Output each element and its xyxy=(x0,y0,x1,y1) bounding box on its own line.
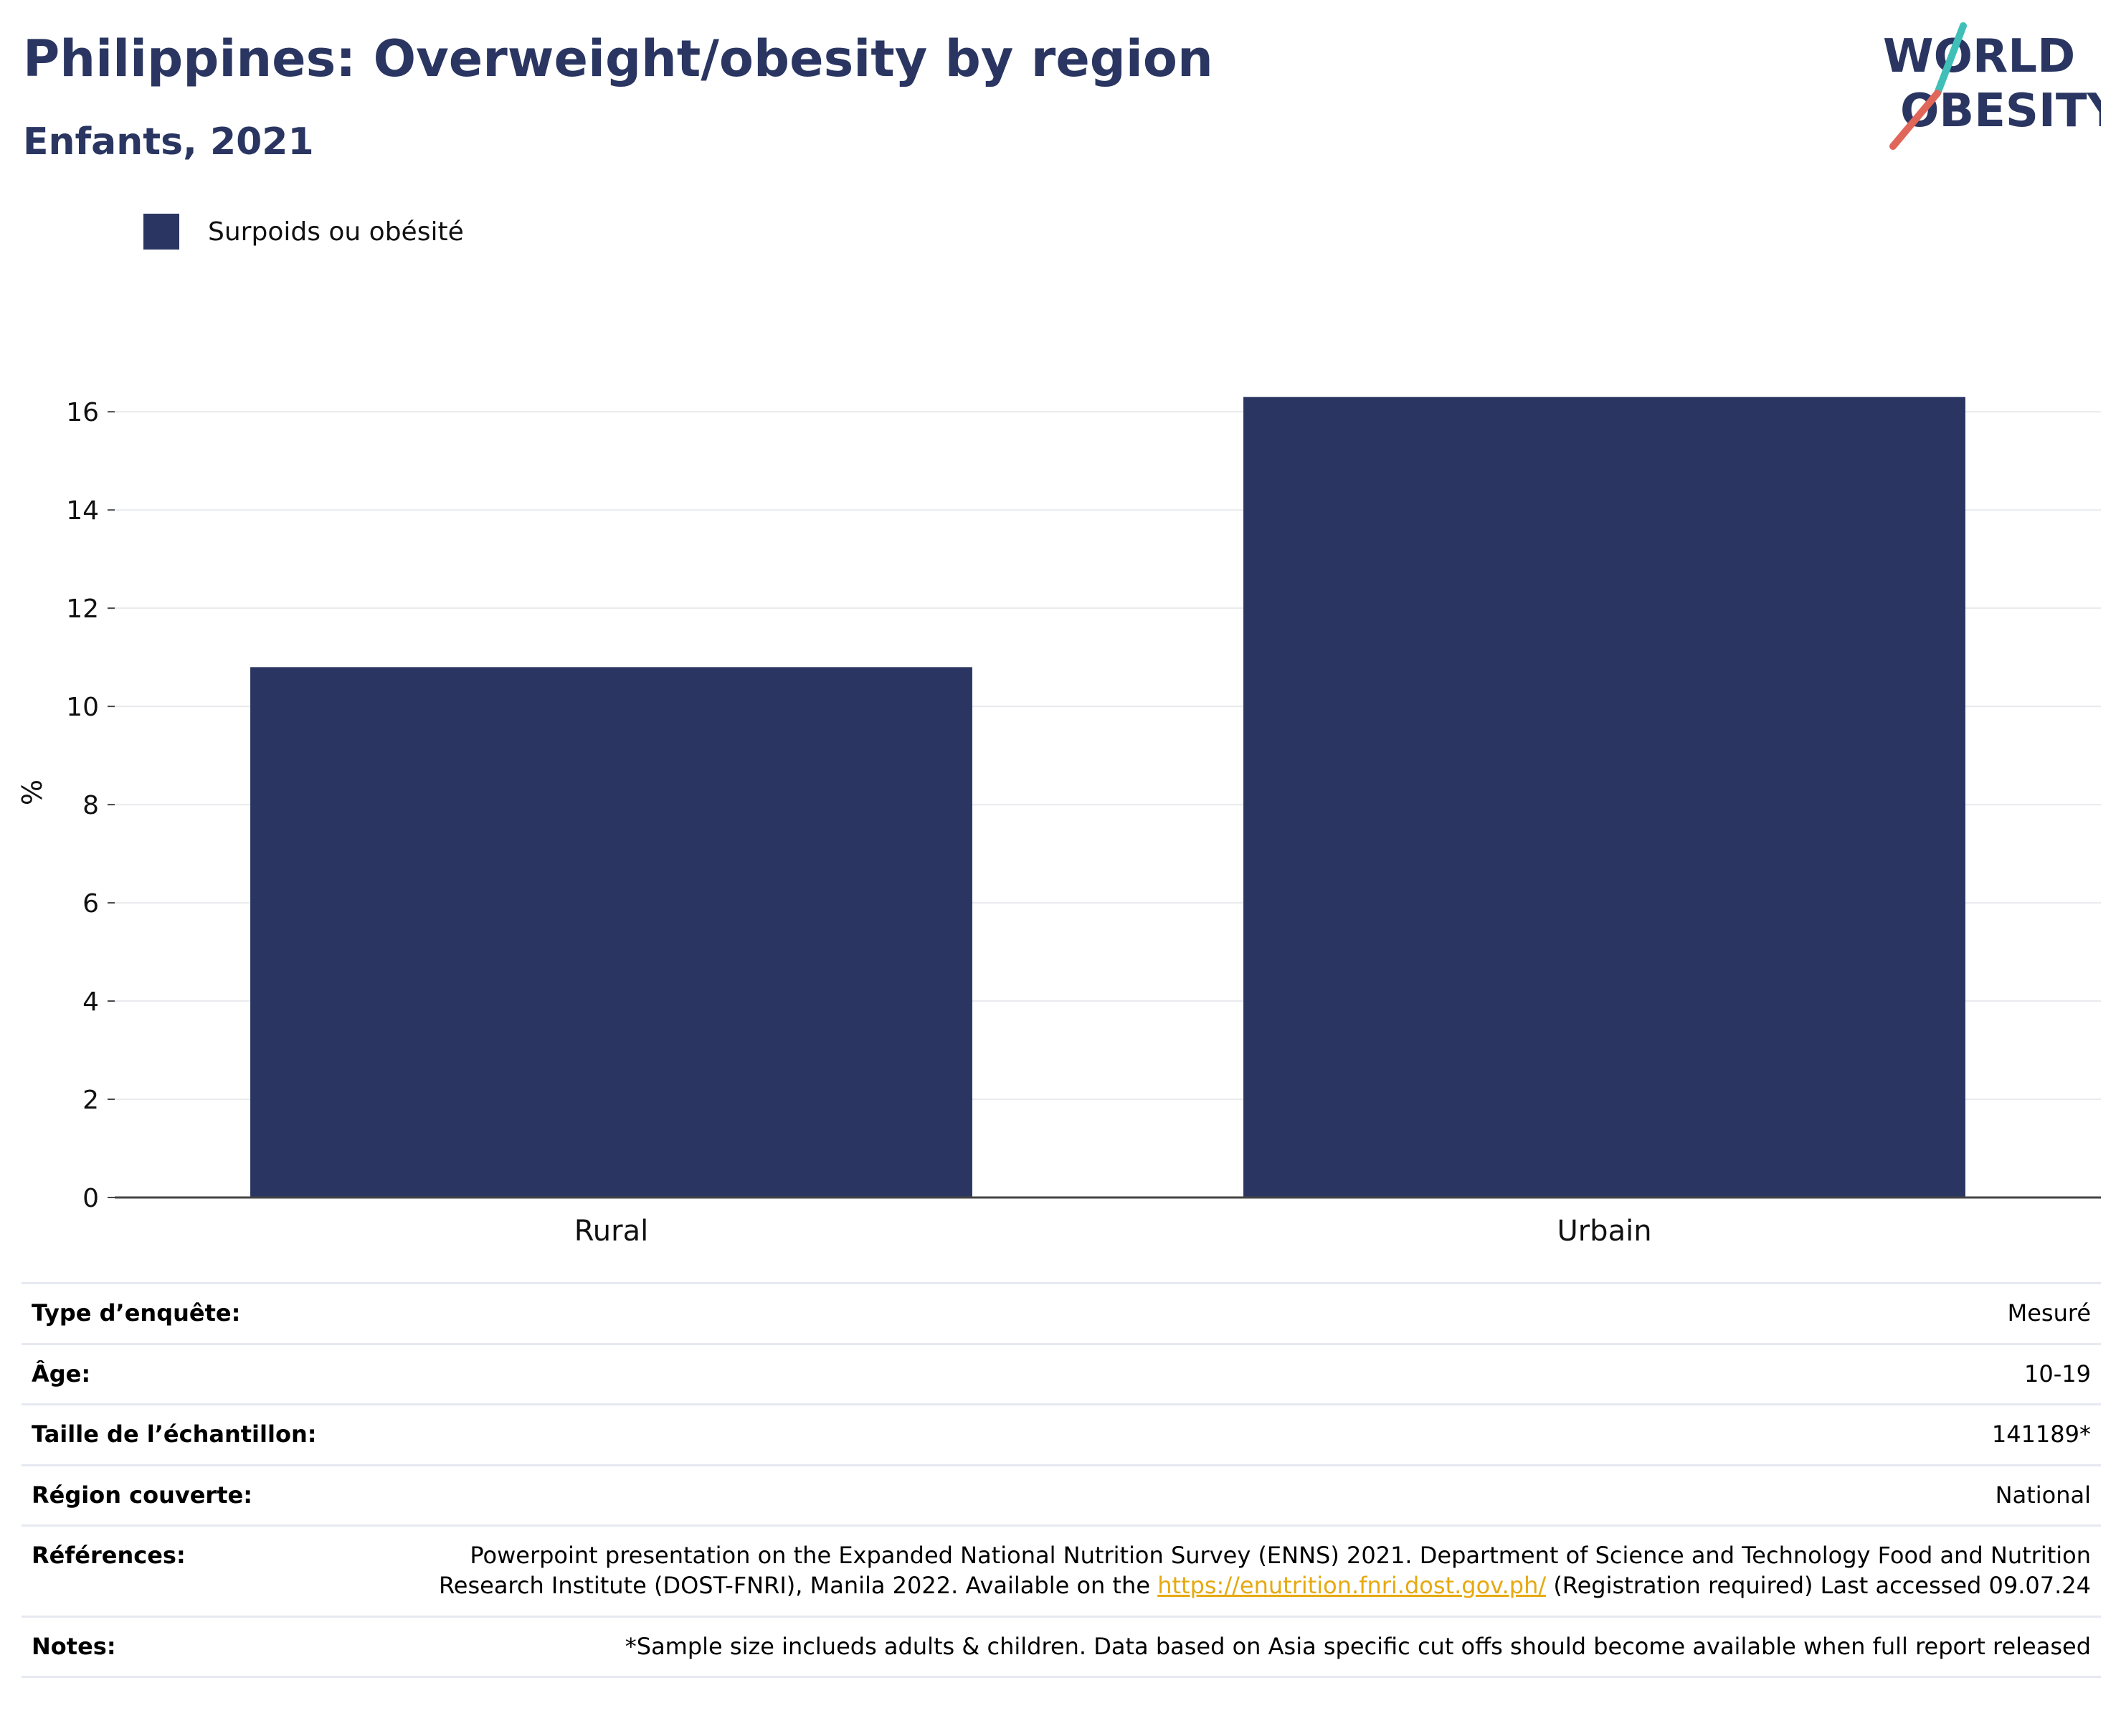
y-tick-label-2: 2 xyxy=(82,1086,99,1115)
references-label: Références: xyxy=(22,1524,386,1617)
chart-subtitle: Enfants, 2021 xyxy=(23,120,314,163)
sample-size-value: 141189* xyxy=(386,1403,2101,1466)
region-value: National xyxy=(386,1464,2101,1526)
bar-urbain xyxy=(1243,397,1965,1197)
info-row-notes: Notes: *Sample size inclueds adults & ch… xyxy=(22,1615,2101,1679)
y-tick-label-0: 0 xyxy=(82,1184,99,1213)
references-value: Powerpoint presentation on the Expanded … xyxy=(386,1524,2101,1617)
chart-legend: Surpoids ou obésité xyxy=(143,214,464,250)
region-label: Région couverte: xyxy=(22,1464,386,1526)
world-obesity-logo: WORLD OBESITY xyxy=(1883,22,2101,150)
logo-slash-teal xyxy=(1934,22,1967,97)
x-tick-label-urbain: Urbain xyxy=(1557,1215,1651,1248)
bars xyxy=(250,397,1965,1197)
survey-type-value: Mesuré xyxy=(386,1282,2101,1344)
age-label: Âge: xyxy=(22,1342,386,1405)
sample-size-label: Taille de l’échantillon: xyxy=(22,1403,386,1466)
bar-rural xyxy=(250,667,972,1197)
references-text-before: Powerpoint presentation on the Expanded … xyxy=(438,1542,2091,1599)
references-text-after: (Registration required) Last accessed 09… xyxy=(1546,1571,2091,1599)
chart-title: Philippines: Overweight/obesity by regio… xyxy=(23,29,1213,88)
bar-chart: 0 2 4 6 8 10 12 14 16 Rural Urbain % xyxy=(16,397,2101,1248)
notes-value: *Sample size inclueds adults & children.… xyxy=(386,1615,2101,1679)
references-link[interactable]: https://enutrition.fnri.dost.gov.ph/ xyxy=(1157,1571,1547,1599)
info-row-sample-size: Taille de l’échantillon: 141189* xyxy=(22,1403,2101,1466)
info-row-age: Âge: 10-19 xyxy=(22,1342,2101,1405)
legend-swatch xyxy=(143,214,179,250)
legend-label: Surpoids ou obésité xyxy=(208,217,464,247)
y-tick-label-4: 4 xyxy=(82,987,99,1017)
x-tick-label-rural: Rural xyxy=(574,1215,648,1248)
y-axis-label: % xyxy=(16,779,48,805)
survey-type-label: Type d’enquête: xyxy=(22,1282,386,1344)
y-tick-labels: 0 2 4 6 8 10 12 14 16 xyxy=(66,398,115,1213)
y-tick-label-8: 8 xyxy=(82,791,99,820)
survey-info-table: Type d’enquête: Mesuré Âge: 10-19 Taille… xyxy=(22,1282,2101,1679)
y-tick-label-16: 16 xyxy=(66,398,99,427)
y-tick-label-10: 10 xyxy=(66,693,99,722)
logo-slash-red xyxy=(1889,90,1941,150)
info-row-region: Région couverte: National xyxy=(22,1464,2101,1526)
age-value: 10-19 xyxy=(386,1342,2101,1405)
info-row-references: Références: Powerpoint presentation on t… xyxy=(22,1524,2101,1617)
info-row-survey-type: Type d’enquête: Mesuré xyxy=(22,1282,2101,1344)
logo-text-world: WORLD xyxy=(1883,30,2075,83)
y-tick-label-6: 6 xyxy=(82,889,99,919)
y-tick-label-12: 12 xyxy=(66,594,99,624)
x-tick-labels: Rural Urbain xyxy=(574,1215,1652,1248)
notes-label: Notes: xyxy=(22,1615,386,1679)
y-tick-label-14: 14 xyxy=(66,496,99,526)
